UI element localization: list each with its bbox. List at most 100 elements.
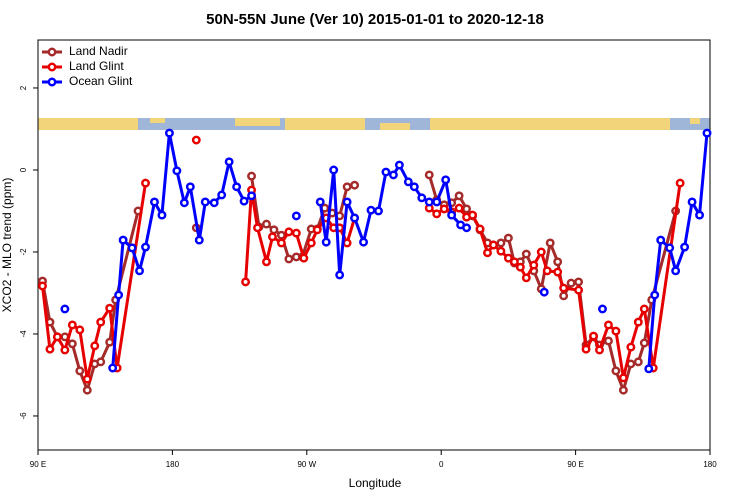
data-point <box>447 210 457 220</box>
data-point <box>598 304 607 314</box>
data-point <box>503 253 513 263</box>
data-point <box>200 197 210 207</box>
data-point <box>114 290 124 300</box>
data-point <box>559 291 569 301</box>
data-point <box>671 266 681 276</box>
data-point <box>329 165 339 175</box>
data-point <box>503 233 513 243</box>
legend-marker <box>47 47 57 57</box>
data-point <box>253 223 262 233</box>
data-point <box>284 227 294 237</box>
data-point <box>687 197 697 207</box>
y-tick-label: 0 <box>19 167 28 172</box>
data-point <box>299 253 309 263</box>
x-tick-label: 90 E <box>567 460 583 469</box>
data-point <box>626 342 636 352</box>
data-point <box>105 337 115 347</box>
x-tick-label: 180 <box>703 460 717 469</box>
data-point <box>432 209 442 219</box>
data-point <box>118 235 128 245</box>
data-point <box>604 336 613 346</box>
data-point <box>462 223 472 233</box>
data-point <box>141 242 150 252</box>
data-point <box>702 128 712 138</box>
y-axis-label: XCO2 - MLO trend (ppm) <box>0 178 14 313</box>
data-point <box>650 290 660 300</box>
data-point <box>618 385 628 395</box>
data-point <box>38 281 47 291</box>
data-point <box>135 266 144 276</box>
data-point <box>185 182 195 192</box>
data-point <box>454 203 464 213</box>
data-point <box>239 196 249 206</box>
data-point <box>276 238 286 248</box>
chart-title: 50N-55N June (Ver 10) 2015-01-01 to 2020… <box>206 11 544 28</box>
data-point <box>82 385 92 395</box>
data-point <box>454 191 464 201</box>
data-point <box>105 303 115 313</box>
x-tick-label: 90 W <box>297 460 316 469</box>
data-point <box>269 225 279 235</box>
data-point <box>90 341 100 351</box>
data-point <box>424 170 434 180</box>
data-point <box>403 177 413 187</box>
data-point <box>75 366 85 376</box>
data-point <box>665 243 675 253</box>
data-point <box>539 287 549 297</box>
data-point <box>194 235 204 245</box>
data-point <box>335 270 345 280</box>
data-point <box>268 232 277 242</box>
data-point <box>350 213 360 223</box>
data-point <box>241 277 251 287</box>
data-point <box>595 345 604 355</box>
land-ocean-strip <box>38 118 710 130</box>
data-point <box>409 182 419 192</box>
data-point <box>342 238 352 248</box>
data-point <box>462 204 472 214</box>
data-point <box>680 242 690 252</box>
data-point <box>75 325 85 335</box>
data-point <box>388 170 398 180</box>
y-tick-label: -6 <box>19 412 28 420</box>
data-point <box>553 267 563 277</box>
legend-label: Ocean Glint <box>69 74 133 88</box>
data-point <box>496 246 506 256</box>
data-point <box>96 317 106 327</box>
data-point <box>276 230 286 240</box>
data-point <box>67 339 77 349</box>
data-point <box>306 238 316 248</box>
data-point <box>633 357 643 367</box>
data-point <box>589 331 598 341</box>
data-point <box>574 285 584 295</box>
data-point <box>262 219 271 229</box>
data-point <box>515 262 525 272</box>
data-point <box>321 237 331 247</box>
data-point <box>611 366 621 376</box>
data-point <box>545 238 555 248</box>
data-point <box>60 345 70 355</box>
data-point <box>164 128 174 138</box>
data-point <box>284 254 294 264</box>
legend-label: Land Nadir <box>69 44 128 58</box>
data-point <box>342 197 352 207</box>
x-tick-label: 0 <box>439 460 444 469</box>
data-point <box>247 171 256 181</box>
data-point <box>127 243 137 253</box>
data-point <box>574 277 584 287</box>
data-point <box>217 190 227 200</box>
data-point <box>424 197 434 207</box>
data-point <box>542 266 552 276</box>
plot-frame <box>37 39 711 451</box>
data-point <box>611 326 621 336</box>
data-point <box>67 320 77 330</box>
data-point <box>157 210 167 220</box>
data-point <box>191 135 201 145</box>
data-point <box>247 191 256 201</box>
data-point <box>553 257 563 267</box>
data-point <box>675 178 685 188</box>
data-point <box>150 197 159 207</box>
y-tick-label: -2 <box>19 248 28 256</box>
data-point <box>366 205 376 215</box>
data-point <box>60 304 70 314</box>
